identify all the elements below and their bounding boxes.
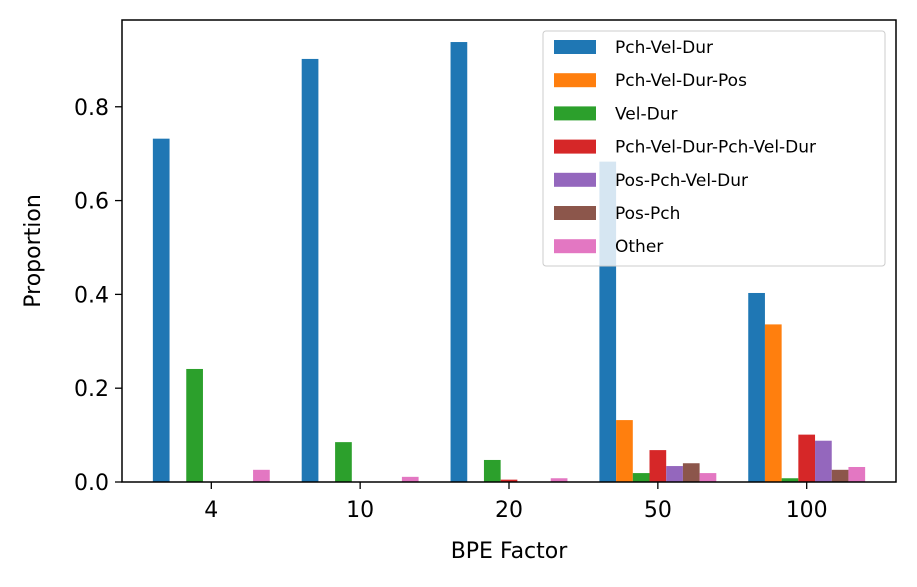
x-tick-label: 4 [204, 498, 218, 523]
y-axis-label: Proportion [21, 194, 46, 308]
bar-pch-vel-dur-pch-vel-dur-20 [500, 479, 518, 482]
x-axis-ticks: 4 10 20 50 100 [204, 482, 828, 523]
bar-vel-dur-20 [483, 459, 501, 482]
y-tick-label: 0.0 [74, 471, 109, 496]
legend-swatch [554, 239, 596, 254]
y-axis-ticks: 0.0 0.2 0.4 0.6 0.8 [74, 96, 122, 496]
bar-pos-pch-50 [682, 463, 700, 482]
y-tick-label: 0.6 [74, 190, 109, 215]
legend-swatch [554, 206, 596, 220]
legend-label: Pch-Vel-Dur [615, 38, 713, 58]
bar-other-4 [253, 469, 270, 482]
legend-swatch [554, 73, 596, 88]
legend-label: Vel-Dur [615, 104, 677, 124]
bar-other-50 [699, 473, 717, 482]
legend-box [542, 30, 886, 267]
x-axis-label: BPE Factor [451, 539, 569, 564]
y-tick-label: 0.8 [74, 96, 109, 121]
legend-label: Pch-Vel-Dur-Pch-Vel-Dur [615, 138, 816, 158]
bar-pch-vel-dur-pch-vel-dur-50 [649, 450, 667, 482]
bar-other-20 [550, 478, 568, 482]
bar-pos-pch-vel-dur-50 [666, 466, 683, 482]
bar-other-10 [401, 476, 419, 482]
legend-swatch [554, 40, 596, 54]
legend-swatch [554, 172, 596, 187]
bar-pch-vel-dur-100 [748, 292, 765, 482]
bar-pch-vel-dur-pos-50 [616, 420, 633, 482]
bar-vel-dur-100 [781, 478, 799, 482]
bar-other-100 [848, 466, 866, 482]
legend-swatch [554, 106, 596, 121]
legend-label: Pos-Pch [615, 204, 680, 224]
bar-pch-vel-dur-pos-100 [764, 324, 782, 482]
bar-pos-pch-vel-dur-100 [815, 440, 832, 482]
legend-label: Other [615, 237, 663, 257]
y-tick-label: 0.2 [74, 377, 109, 402]
legend: Pch-Vel-Dur Pch-Vel-Dur-Pos Vel-Dur Pch-Vel… [542, 30, 886, 267]
legend-swatch [554, 139, 596, 154]
x-tick-label: 100 [786, 498, 828, 523]
x-tick-label: 10 [346, 498, 374, 523]
bar-vel-dur-10 [335, 442, 352, 482]
bar-pch-vel-dur-20 [450, 42, 468, 482]
plot-frame [121, 19, 897, 483]
legend-label: Pch-Vel-Dur-Pos [615, 71, 747, 91]
bar-vel-dur-50 [632, 473, 650, 482]
bar-pch-vel-dur-pch-vel-dur-100 [798, 434, 816, 482]
bar-pos-pch-100 [831, 469, 849, 482]
x-tick-label: 20 [495, 498, 523, 523]
bar-vel-dur-4 [186, 368, 203, 482]
y-tick-label: 0.4 [74, 283, 109, 308]
bar-pch-vel-dur-4 [152, 138, 170, 483]
x-tick-label: 50 [644, 498, 672, 523]
legend-label: Pos-Pch-Vel-Dur [615, 171, 748, 191]
bar-pch-vel-dur-10 [301, 58, 319, 483]
